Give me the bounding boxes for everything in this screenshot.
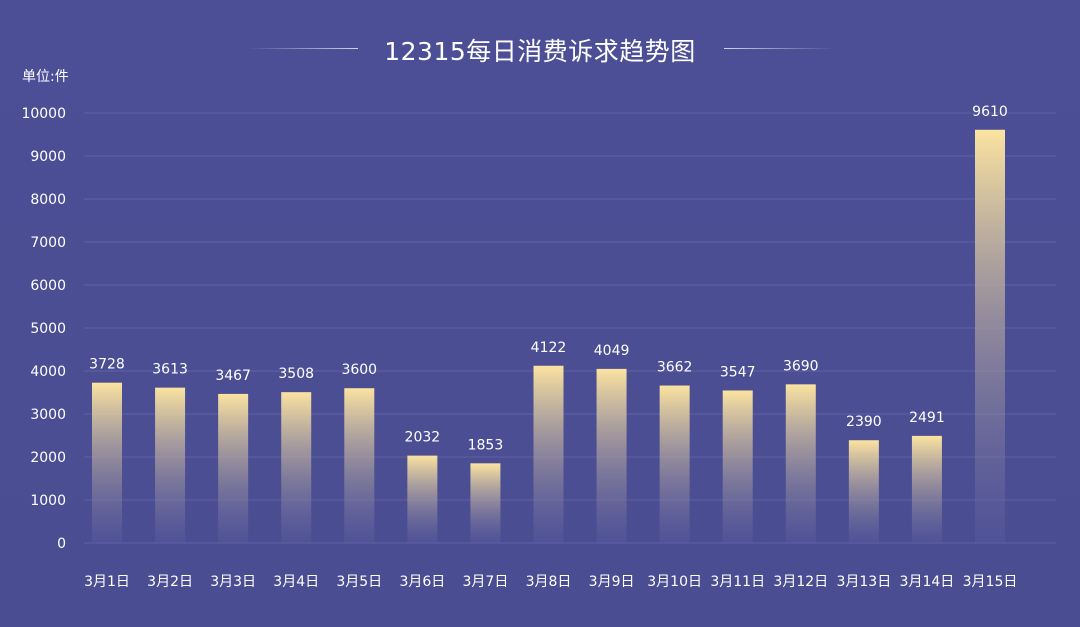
x-tick-label: 3月2日 bbox=[147, 574, 193, 590]
x-tick-label: 3月12日 bbox=[773, 574, 828, 590]
bar bbox=[281, 392, 312, 543]
bar-value-label: 3600 bbox=[341, 362, 377, 378]
x-tick-label: 3月15日 bbox=[963, 574, 1018, 590]
x-tick-label: 3月3日 bbox=[210, 574, 256, 590]
x-tick-label: 3月9日 bbox=[589, 574, 635, 590]
bar-value-label: 3728 bbox=[89, 357, 125, 373]
y-tick-label: 2000 bbox=[30, 450, 66, 466]
y-tick-label: 3000 bbox=[30, 407, 66, 423]
bar-value-label: 4049 bbox=[594, 343, 630, 359]
y-tick-label: 5000 bbox=[30, 321, 66, 337]
bar bbox=[722, 390, 753, 543]
x-tick-label: 3月11日 bbox=[710, 574, 765, 590]
y-axis-ticks: 0 1000 2000 3000 4000 5000 6000 7000 8000 9000 100… bbox=[21, 106, 66, 552]
bar-value-label: 1853 bbox=[468, 437, 504, 453]
bar-value-label: 2491 bbox=[909, 410, 945, 426]
y-tick-label: 10000 bbox=[21, 106, 66, 122]
bar-value-label: 3508 bbox=[278, 366, 314, 382]
y-tick-label: 4000 bbox=[30, 364, 66, 380]
chart-title: 12315每日消费诉求趋势图 bbox=[384, 37, 696, 66]
bar bbox=[596, 368, 627, 543]
x-axis-labels: 3月1日 3月2日 3月3日 3月4日 3月5日 3月6日 3月7日 3月8日 3月9日 3月10… bbox=[84, 574, 1017, 590]
title-decoration-right bbox=[724, 48, 834, 49]
bar bbox=[785, 384, 816, 543]
bar-value-label: 9610 bbox=[972, 104, 1008, 120]
unit-label: 单位:件 bbox=[22, 69, 69, 85]
x-tick-label: 3月5日 bbox=[336, 574, 382, 590]
bar bbox=[470, 463, 501, 543]
bar bbox=[533, 365, 564, 543]
bar-value-label: 2390 bbox=[846, 414, 882, 430]
bar bbox=[911, 435, 942, 543]
bar bbox=[218, 393, 249, 543]
y-tick-label: 6000 bbox=[30, 278, 66, 294]
bar-value-label: 2032 bbox=[405, 430, 441, 446]
data-labels: 3728 3613 3467 3508 3600 2032 1853 4122 4049 3662… bbox=[89, 104, 1008, 454]
y-tick-label: 0 bbox=[57, 536, 66, 552]
x-tick-label: 3月8日 bbox=[526, 574, 572, 590]
bar-value-label: 3547 bbox=[720, 364, 756, 380]
y-tick-label: 7000 bbox=[30, 235, 66, 251]
bar bbox=[659, 385, 690, 543]
x-tick-label: 3月7日 bbox=[463, 574, 509, 590]
bar bbox=[155, 387, 186, 543]
title-decoration-left bbox=[248, 48, 358, 49]
bar-value-label: 4122 bbox=[531, 340, 567, 356]
x-tick-label: 3月10日 bbox=[647, 574, 702, 590]
x-tick-label: 3月1日 bbox=[84, 574, 130, 590]
x-tick-label: 3月4日 bbox=[273, 574, 319, 590]
bar bbox=[407, 455, 438, 543]
bar-value-label: 3662 bbox=[657, 360, 693, 376]
bar bbox=[848, 440, 879, 543]
x-tick-label: 3月14日 bbox=[900, 574, 955, 590]
y-tick-label: 8000 bbox=[30, 192, 66, 208]
bar-value-label: 3467 bbox=[215, 368, 251, 384]
bars bbox=[92, 129, 1005, 543]
bar bbox=[92, 382, 122, 543]
x-tick-label: 3月6日 bbox=[399, 574, 445, 590]
title-area: 12315每日消费诉求趋势图 bbox=[0, 26, 1080, 70]
x-tick-label: 3月13日 bbox=[836, 574, 891, 590]
y-tick-label: 1000 bbox=[30, 493, 66, 509]
bar-value-label: 3690 bbox=[783, 358, 819, 374]
bar bbox=[344, 388, 375, 543]
bar-value-label: 3613 bbox=[152, 362, 188, 378]
y-tick-label: 9000 bbox=[30, 149, 66, 165]
bar bbox=[975, 129, 1005, 543]
